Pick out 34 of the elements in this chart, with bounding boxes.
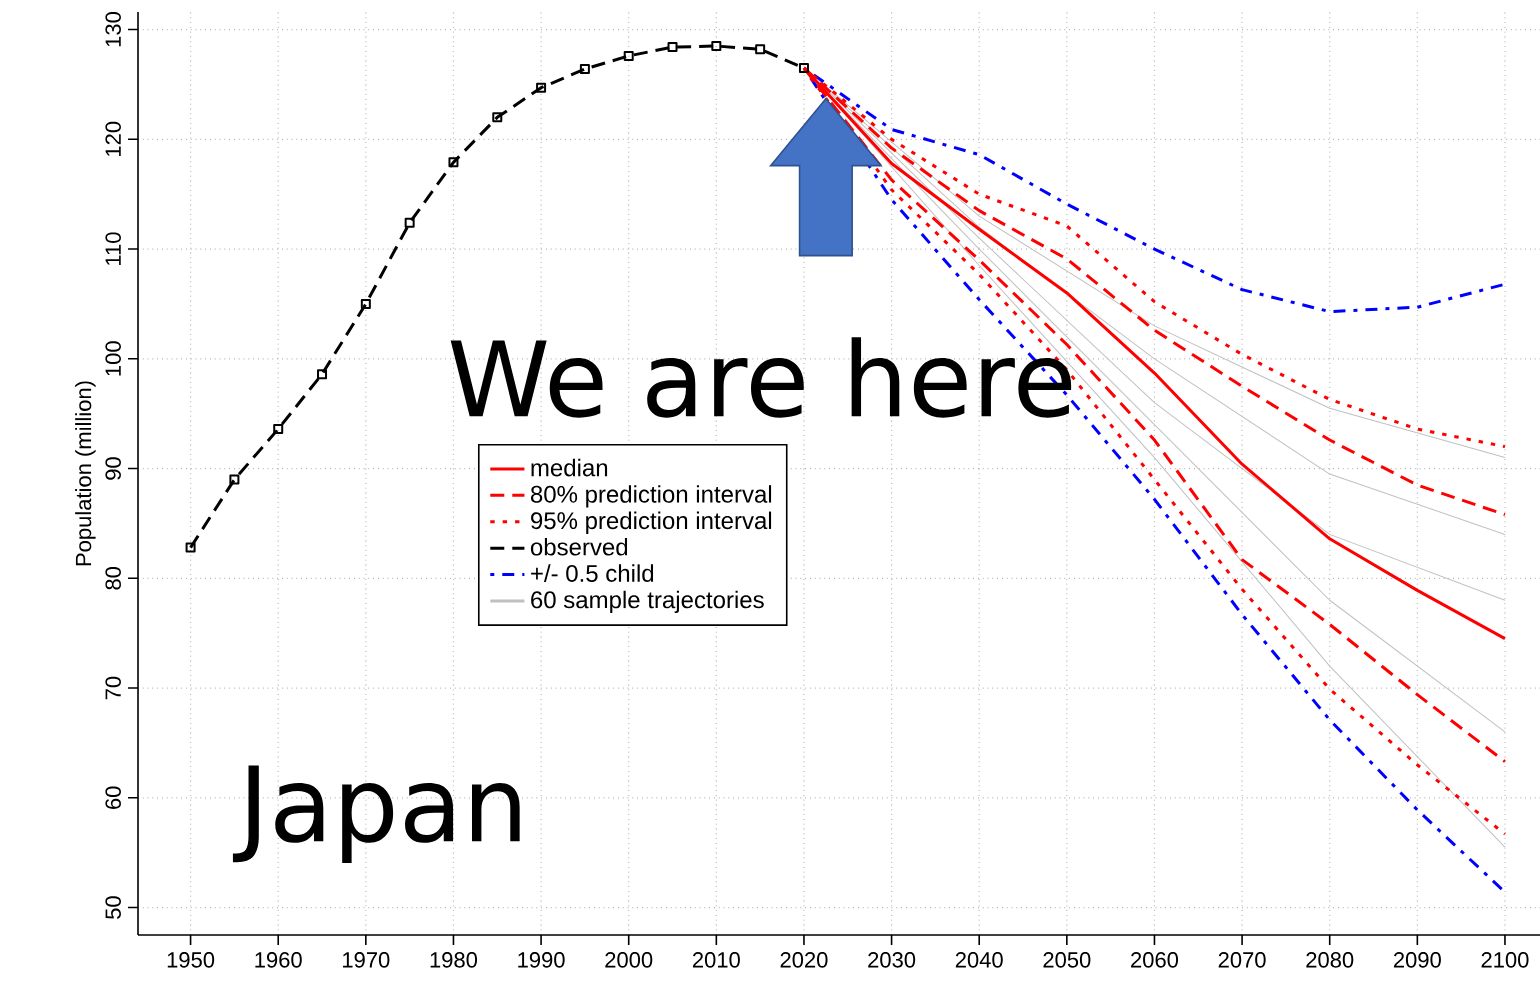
y-tick-label: 50	[105, 896, 121, 919]
x-tick-label: 2060	[1131, 952, 1179, 968]
x-tick-label: 2100	[1481, 952, 1529, 968]
legend-label: observed	[530, 537, 628, 556]
x-tick-label: 2040	[955, 952, 1003, 968]
x-tick-label: 2020	[780, 952, 828, 968]
x-tick-label: 2010	[692, 952, 740, 968]
annotation: We are here	[450, 337, 1072, 418]
y-axis-title: Population (million)	[75, 381, 96, 566]
y-tick-label: 120	[105, 121, 121, 156]
annotation: Japan	[232, 765, 520, 864]
legend-label: median	[531, 458, 608, 477]
y-tick-label: 90	[105, 457, 121, 480]
x-tick-label: 1980	[430, 952, 478, 968]
x-tick-label: 1990	[518, 952, 565, 968]
x-tick-label: 1960	[255, 952, 302, 968]
legend-label: +/- 0.5 child	[531, 564, 654, 582]
y-tick-label: 70	[105, 676, 121, 700]
x-tick-label: 1950	[167, 952, 215, 968]
y-tick-label: 100	[105, 341, 121, 376]
y-tick-label: 60	[105, 786, 121, 809]
x-tick-label: 1970	[343, 952, 390, 968]
legend-label: 60 sample trajectories	[531, 590, 764, 614]
x-tick-label: 2030	[868, 952, 916, 968]
legend-label: 80% prediction interval	[530, 485, 772, 508]
y-tick-label: 110	[105, 232, 121, 265]
x-tick-label: 2080	[1306, 952, 1354, 968]
x-tick-label: 2050	[1043, 952, 1091, 968]
x-tick-label: 2000	[605, 952, 653, 968]
legend-label: 95% prediction interval	[531, 511, 772, 534]
y-tick-label: 80	[105, 566, 121, 590]
x-tick-label: 2070	[1218, 952, 1266, 968]
y-tick-label: 130	[105, 12, 121, 47]
x-tick-label: 2090	[1393, 952, 1441, 968]
